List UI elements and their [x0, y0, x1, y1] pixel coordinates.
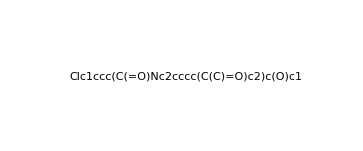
- Text: Clc1ccc(C(=O)Nc2cccc(C(C)=O)c2)c(O)c1: Clc1ccc(C(=O)Nc2cccc(C(C)=O)c2)c(O)c1: [70, 71, 302, 81]
